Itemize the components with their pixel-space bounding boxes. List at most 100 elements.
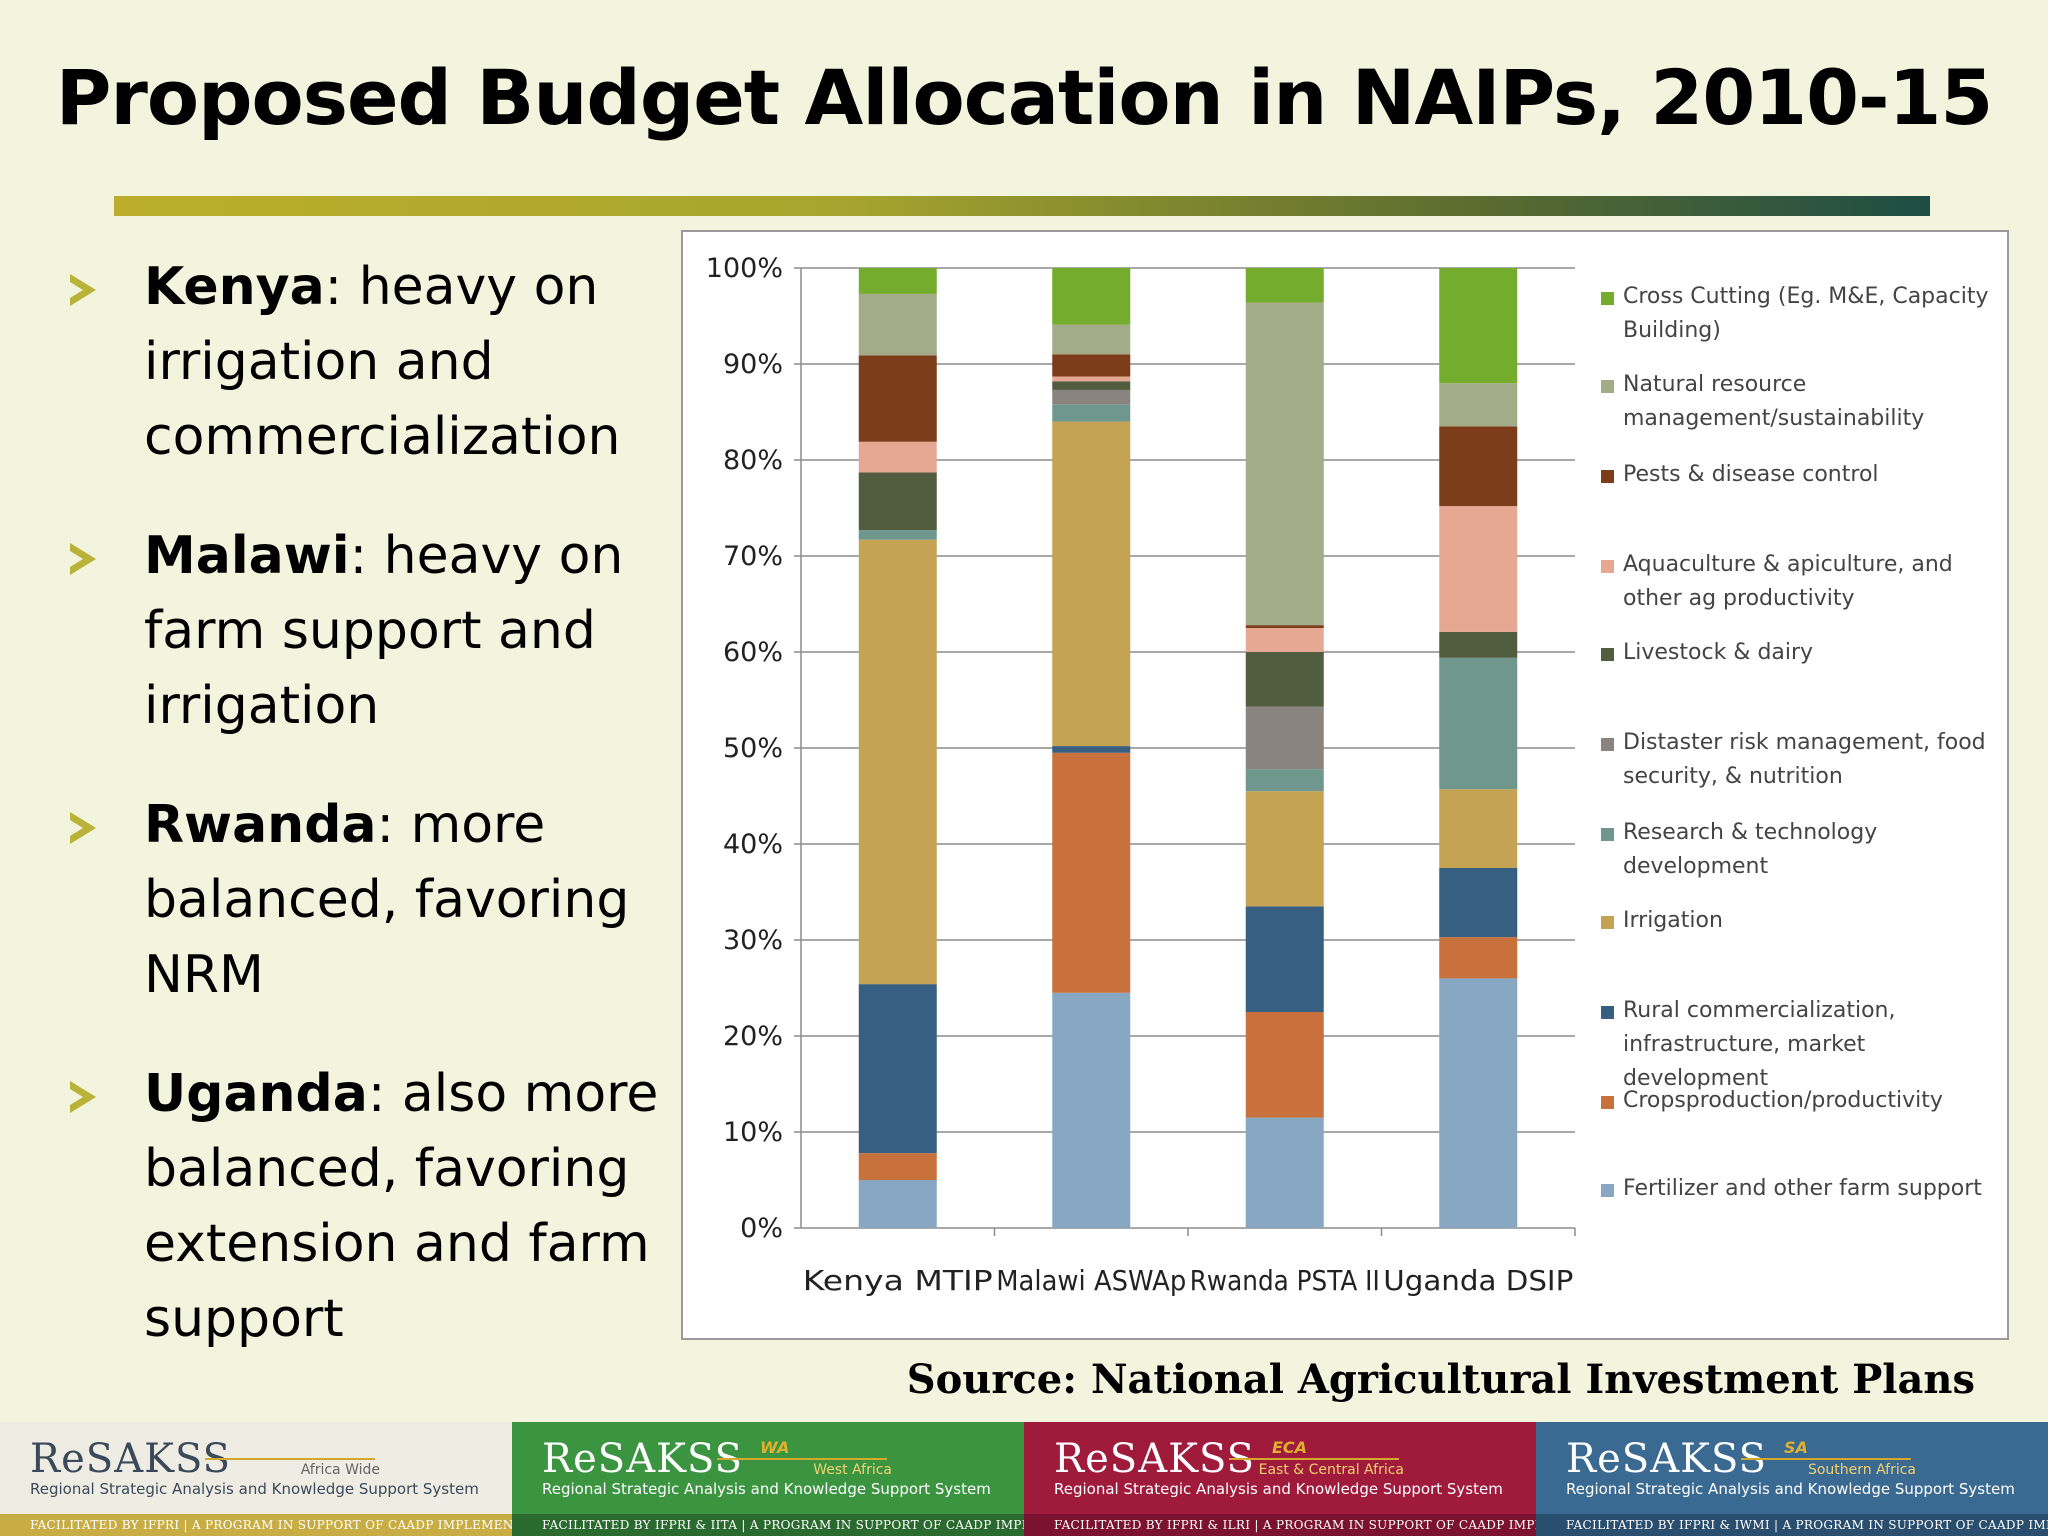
bullet-text: : more balanced, favoring NRM — [144, 795, 630, 1005]
bar-segment — [1052, 268, 1131, 325]
legend-swatch — [1601, 380, 1614, 393]
legend-swatch — [1601, 292, 1614, 305]
logo-swoosh — [717, 1458, 887, 1460]
bar-segment — [1245, 625, 1324, 628]
bar-segment — [1245, 268, 1324, 303]
y-tick-label: 20% — [723, 1021, 783, 1052]
legend-label: Irrigation — [1623, 908, 1723, 933]
bar-segment — [858, 1153, 937, 1180]
bar-segment — [1245, 769, 1324, 792]
x-tick-label: Uganda DSIP — [1383, 1264, 1573, 1297]
bar-segment — [1439, 937, 1518, 979]
legend-label: other ag productivity — [1623, 586, 1855, 611]
legend-item: Rural commercialization, infrastructure, … — [1601, 994, 2001, 1096]
footer-strip — [512, 1514, 1024, 1536]
bullet-kenya: Kenya: heavy on irrigation and commercia… — [70, 250, 660, 475]
legend-label: Building) — [1623, 318, 1721, 343]
bar-segment — [1052, 389, 1131, 405]
bar-segment — [858, 530, 937, 540]
footer-strip — [0, 1514, 512, 1536]
y-tick-label: 0% — [740, 1213, 783, 1244]
legend-item: Aquaculture & apiculture, and other ag pr… — [1601, 548, 1953, 616]
logo-region-code: WA — [760, 1438, 790, 1457]
bar-segment — [1052, 421, 1131, 747]
facilitated-by-text: FACILITATED BY IFPRI & ILRI | A PROGRAM … — [1054, 1518, 1536, 1532]
legend-label: Cropsproduction/productivity — [1623, 1088, 1943, 1113]
legend-label: Natural resource — [1623, 372, 1807, 397]
bar-segment — [1052, 752, 1131, 993]
bar-segment — [1052, 324, 1131, 355]
bar-segment — [1439, 506, 1518, 632]
bar-segment — [1439, 383, 1518, 427]
region-name: Southern Africa — [1807, 1462, 1916, 1478]
bar-segment — [1439, 268, 1518, 384]
bullet-uganda: Uganda: also more balanced, favoring ext… — [70, 1057, 660, 1357]
bar-segment — [1052, 381, 1131, 390]
legend-item: Natural resource management/sustainabilit… — [1601, 368, 1924, 436]
bar-segment — [1052, 992, 1131, 1228]
bar-segment — [1439, 868, 1518, 938]
legend-swatch — [1601, 470, 1614, 483]
bar-segment — [1052, 404, 1131, 422]
resakss-logo: ReSAKSS — [1566, 1436, 1768, 1482]
legend-item: Research & technology development — [1601, 816, 1877, 884]
legend-swatch — [1601, 1096, 1614, 1109]
legend-label: Fertilizer and other farm support — [1623, 1176, 1982, 1201]
legend-item: Distaster risk management, food security,… — [1601, 726, 1986, 794]
x-tick-label: Rwanda PSTA II — [1190, 1264, 1380, 1297]
legend-label: security, & nutrition — [1623, 764, 1843, 789]
bar-segment — [1245, 628, 1324, 652]
bar-segment — [1245, 906, 1324, 1012]
logo-swoosh — [1229, 1458, 1399, 1460]
bar-segment — [1245, 706, 1324, 770]
bar-segment — [1052, 746, 1131, 753]
legend-label: Pests & disease control — [1623, 462, 1879, 487]
legend-label: management/sustainability — [1623, 406, 1925, 431]
bullet-country: Kenya — [144, 257, 325, 317]
y-tick-label: 100% — [706, 253, 783, 284]
bullet-text: : heavy on irrigation and commercializat… — [144, 257, 621, 467]
y-tick-label: 10% — [723, 1117, 783, 1148]
legend-label: Cross Cutting (Eg. M&E, Capacity — [1623, 284, 1989, 309]
bar-segment — [858, 539, 937, 985]
bar-segment — [1245, 302, 1324, 626]
x-tick-label: Kenya MTIP — [803, 1264, 993, 1297]
legend-label: Aquaculture & apiculture, and — [1623, 552, 1953, 577]
bar-segment — [1439, 978, 1518, 1228]
legend-label: infrastructure, market development — [1623, 1032, 1866, 1091]
y-tick-label: 30% — [723, 925, 783, 956]
bar-segment — [1439, 426, 1518, 507]
logo-region-code: SA — [1784, 1438, 1808, 1457]
footer-panel: ReSAKSS Africa Wide Regional Strategic Ana… — [0, 1422, 512, 1536]
resakss-logo: ReSAKSS — [1054, 1436, 1256, 1482]
legend-swatch — [1601, 738, 1614, 751]
source-note: Source: National Agricultural Investment… — [906, 1356, 1975, 1403]
legend-swatch — [1601, 1184, 1614, 1197]
bullet-country: Uganda — [144, 1064, 368, 1124]
y-tick-label: 40% — [723, 829, 783, 860]
legend-label: Rural commercialization, — [1623, 998, 1896, 1023]
footer-strip — [1536, 1514, 2048, 1536]
legend-swatch — [1601, 916, 1614, 929]
facilitated-by-text: FACILITATED BY IFPRI & IITA | A PROGRAM … — [542, 1518, 1024, 1532]
x-tick-label: Malawi ASWAp — [996, 1264, 1186, 1297]
bar-segment — [1245, 1012, 1324, 1118]
chart-plot-area: 0% 10% 20% 30% 40% 50% 60% 70% 80% 90% 100% Kenya M… — [706, 253, 1576, 1297]
logo-subtitle: Regional Strategic Analysis and Knowledg… — [1054, 1480, 1503, 1498]
bar-segment — [1439, 789, 1518, 868]
legend-swatch — [1601, 828, 1614, 841]
bar-segment — [1052, 354, 1131, 377]
bullet-country: Malawi — [144, 526, 350, 586]
legend-label: development — [1623, 854, 1769, 879]
bar-segment — [858, 472, 937, 531]
arrow-bullet-icon — [70, 543, 96, 575]
y-tick-label: 80% — [723, 445, 783, 476]
y-tick-label: 70% — [723, 541, 783, 572]
facilitated-by-text: FACILITATED BY IFPRI | A PROGRAM IN SUPP… — [30, 1518, 512, 1532]
bar-segment — [858, 268, 937, 294]
footer-panel: ReSAKSS SA Southern Africa Regional Strateg… — [1536, 1422, 2048, 1536]
y-tick-label: 90% — [723, 349, 783, 380]
y-tick-label: 60% — [723, 637, 783, 668]
footer-strip — [1024, 1514, 1536, 1536]
legend-swatch — [1601, 560, 1614, 573]
